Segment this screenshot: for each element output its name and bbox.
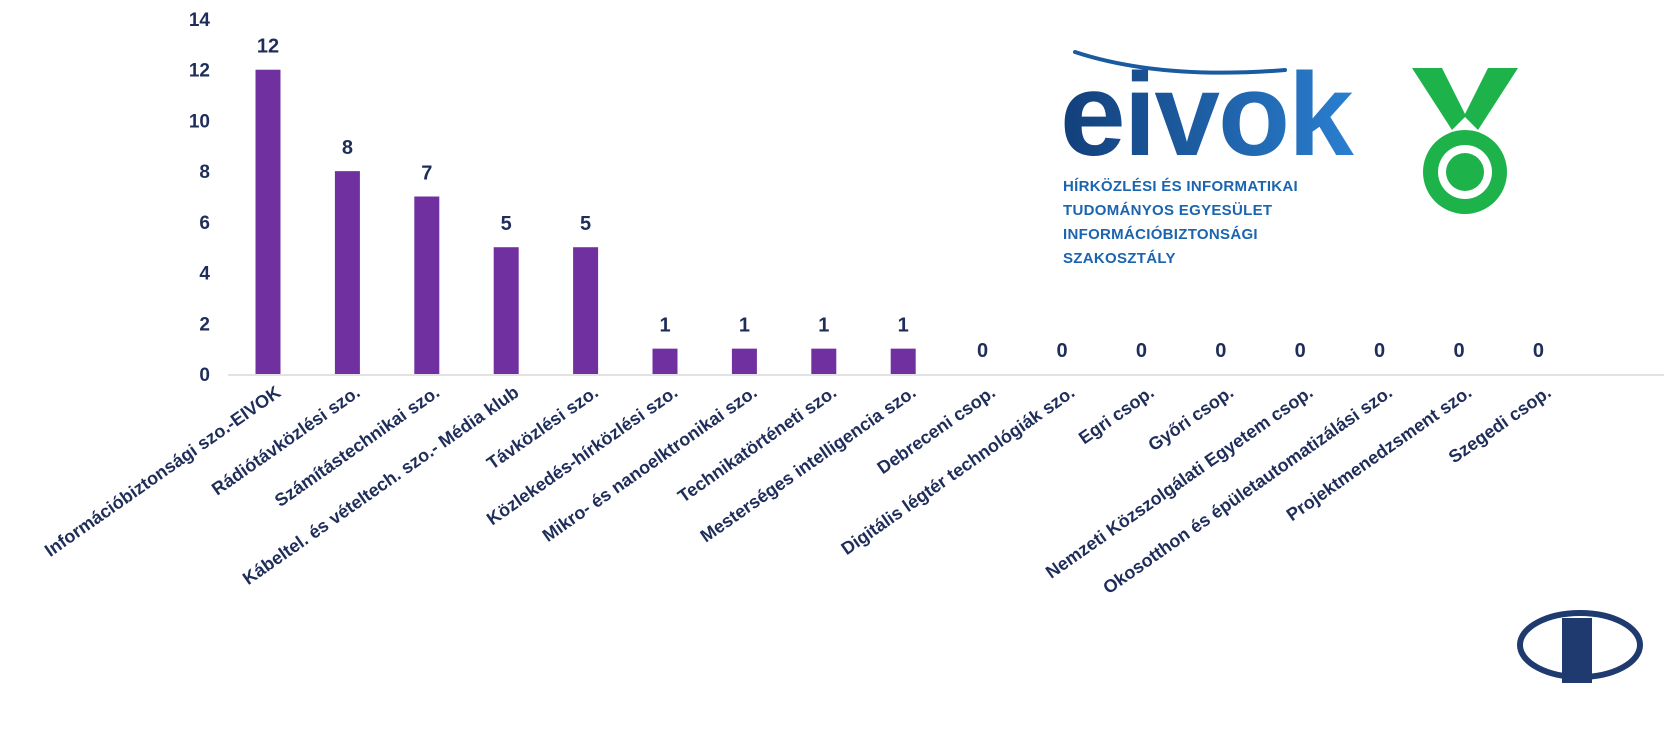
y-tick-label: 10 [189,111,210,132]
data-labels: 12 8 7 5 5 1 1 1 1 0 0 0 0 0 0 0 0 [257,36,1544,362]
y-tick-label: 4 [199,264,210,285]
data-label: 0 [1374,340,1385,362]
logo-wordmark: eivok [1060,49,1354,181]
data-label: 7 [421,163,432,185]
bar [493,247,519,374]
swoosh-icon [1073,50,1287,75]
org-name-line-2: TUDOMÁNYOS EGYESÜLET [1063,202,1273,219]
data-label: 0 [1295,340,1306,362]
org-name-line-4: SZAKOSZTÁLY [1063,250,1176,267]
bars [255,69,916,374]
data-label: 8 [342,137,353,159]
medal-icon [1412,68,1518,214]
eivok-logo: eivok [1060,49,1518,214]
partial-logo-icon [1517,610,1643,683]
data-label: 0 [1136,340,1147,362]
y-tick-label: 0 [199,365,210,386]
data-label: 5 [580,213,591,235]
y-tick-label: 6 [199,213,210,234]
data-label: 0 [1533,340,1544,362]
data-label: 5 [501,213,512,235]
category-label: Okosotthon és épületautomatizálási szo. [1099,382,1396,598]
data-label: 1 [659,315,670,337]
category-label: Kábeltel. és vételtech. szo.- Média klub [239,382,523,589]
bar [573,247,599,374]
y-tick-label: 8 [199,162,210,183]
data-label: 1 [898,315,909,337]
data-label: 12 [257,36,279,58]
y-tick-label: 14 [189,10,211,31]
bar [811,348,837,374]
y-tick-label: 2 [199,314,210,335]
data-label: 0 [1056,340,1067,362]
data-label: 1 [818,315,829,337]
bar [414,196,440,374]
category-label: Rádiótávközlési szo. [208,382,364,499]
bar [731,348,757,374]
org-name-line-1: HÍRKÖZLÉSI ÉS INFORMATIKAI [1063,178,1299,195]
data-label: 0 [977,340,988,362]
bar [255,69,281,374]
data-label: 1 [739,315,750,337]
org-name-line-3: INFORMÁCIÓBIZTONSÁGI [1063,226,1258,243]
data-label: 0 [1215,340,1226,362]
y-axis: 0 2 4 6 8 10 12 14 [189,10,211,386]
bar [652,348,678,374]
bar [334,171,360,374]
category-labels: Információbiztonsági szo.-EIVOKRádiótávk… [41,382,1555,598]
data-label: 0 [1453,340,1464,362]
bar [890,348,916,374]
y-tick-label: 12 [189,61,210,82]
